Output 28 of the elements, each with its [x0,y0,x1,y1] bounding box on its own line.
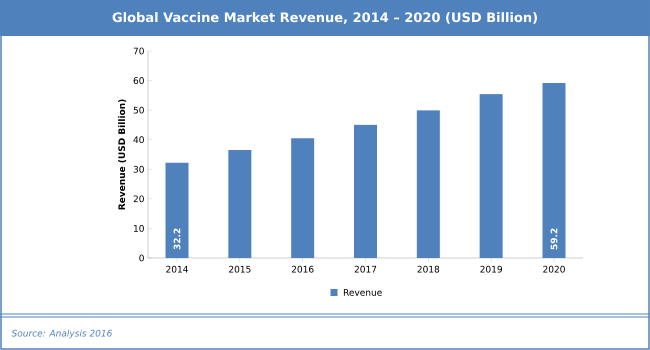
x-tick-label: 2017 [354,266,376,273]
y-tick-label: 50 [134,106,144,114]
data-label: 32.2 [174,228,180,250]
bar [166,162,189,258]
chart-title: Global Vaccine Market Revenue, 2014 – 2020 (USD Billion) [112,12,537,24]
bar [480,94,503,258]
x-tick-label: 2020 [543,266,565,273]
y-tick-label: 10 [134,225,144,232]
bar [416,110,440,258]
x-tick-label: 2014 [166,266,188,273]
legend-label: Revenue [344,289,382,296]
y-tick-label: 40 [133,136,144,144]
y-tick-label: 20 [134,195,144,202]
y-tick-label: 30 [134,166,144,173]
x-tick-label: 2018 [418,266,440,273]
y-tick-label: 70 [134,48,144,54]
bar [354,124,377,258]
bar [542,82,566,258]
x-tick-label: 2016 [292,266,314,273]
x-tick-label: 2019 [480,266,502,273]
bar [228,150,252,258]
source-note: Source: Analysis 2016 [12,330,112,338]
y-tick-label: 0 [139,254,144,262]
y-tick-label: 60 [134,77,144,84]
data-label: 59.2 [550,228,558,250]
x-tick-label: 2015 [229,266,250,273]
y-axis-title: Revenue (USD Billion) [118,100,126,210]
bar [291,138,314,258]
